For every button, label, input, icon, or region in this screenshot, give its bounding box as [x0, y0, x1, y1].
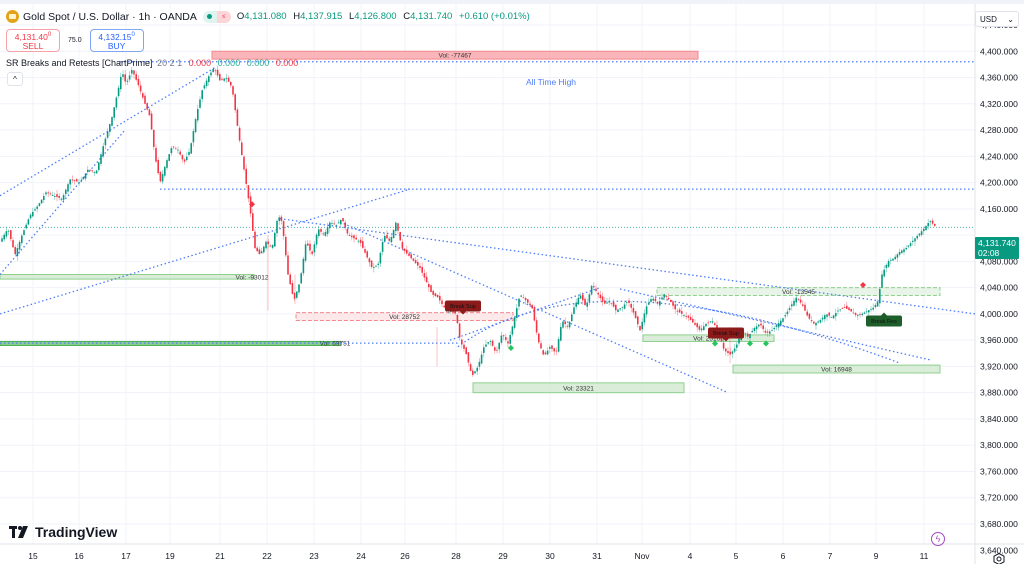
svg-text:Vol: 16948: Vol: 16948 — [821, 367, 852, 374]
sell-button[interactable]: 4,131.400 SELL — [6, 29, 60, 52]
currency-selector[interactable]: USD ⌄ — [975, 11, 1019, 27]
svg-text:22: 22 — [262, 551, 272, 561]
svg-text:17: 17 — [121, 551, 131, 561]
svg-text:5: 5 — [734, 551, 739, 561]
svg-text:4,160.000: 4,160.000 — [980, 204, 1018, 214]
svg-text:15: 15 — [28, 551, 38, 561]
ohlc-values: O4,131.080 H4,137.915 L4,126.800 C4,131.… — [237, 11, 530, 22]
indicator-params: 20 2 1 — [157, 58, 183, 68]
svg-text:Break Sup: Break Sup — [450, 304, 476, 310]
svg-text:19: 19 — [165, 551, 175, 561]
svg-text:16: 16 — [74, 551, 84, 561]
indicator-legend[interactable]: SR Breaks and Retests [ChartPrime] 20 2 … — [6, 58, 298, 68]
svg-text:21: 21 — [215, 551, 225, 561]
svg-text:Vol: -77467: Vol: -77467 — [439, 53, 472, 60]
change-value: +0.610 (+0.01%) — [458, 11, 530, 22]
svg-text:3,880.000: 3,880.000 — [980, 388, 1018, 398]
tradingview-logo[interactable]: TradingView — [9, 524, 117, 540]
chevron-down-icon: ⌄ — [1007, 14, 1014, 24]
svg-text:3,920.000: 3,920.000 — [980, 361, 1018, 371]
chevron-up-icon: ^ — [13, 74, 17, 84]
settings-icon[interactable] — [993, 553, 1005, 564]
low-value: 4,126.800 — [354, 11, 397, 22]
svg-text:26: 26 — [400, 551, 410, 561]
lightning-icon[interactable]: ϟ — [931, 532, 945, 546]
svg-text:Vol: 28752: Vol: 28752 — [389, 314, 420, 321]
market-closed-icon: ≤ — [216, 10, 231, 23]
indicator-value-2: 0.000 — [217, 58, 241, 68]
svg-text:Vol: 25160: Vol: 25160 — [693, 336, 724, 343]
svg-text:3,800.000: 3,800.000 — [980, 440, 1018, 450]
svg-text:3,760.000: 3,760.000 — [980, 466, 1018, 476]
indicator-value-1: 0.000 — [188, 58, 212, 68]
low-label: L — [348, 11, 355, 22]
sell-label: SELL — [22, 41, 44, 52]
market-open-icon — [202, 10, 217, 23]
svg-text:4: 4 — [688, 551, 693, 561]
high-label: H — [293, 11, 301, 22]
indicator-value-4: 0.000 — [275, 58, 299, 68]
high-value: 4,137.915 — [300, 11, 343, 22]
bar-countdown: 02:08 — [978, 248, 1000, 258]
svg-text:9: 9 — [874, 551, 879, 561]
buy-label: BUY — [107, 41, 126, 52]
svg-text:3,960.000: 3,960.000 — [980, 335, 1018, 345]
open-value: 4,131.080 — [244, 11, 287, 22]
indicator-value-3: 0.000 — [246, 58, 270, 68]
svg-text:24: 24 — [356, 551, 366, 561]
svg-text:Vol: 69751: Vol: 69751 — [320, 341, 351, 348]
svg-text:Vol: -13545: Vol: -13545 — [782, 289, 815, 296]
svg-text:Vol: 23321: Vol: 23321 — [563, 385, 594, 392]
candles — [1, 65, 936, 377]
svg-text:4,000.000: 4,000.000 — [980, 309, 1018, 319]
symbol-title[interactable]: Gold Spot / U.S. Dollar · 1h · OANDA — [23, 10, 197, 23]
market-status-pill[interactable]: ≤ — [202, 10, 231, 23]
svg-text:6: 6 — [781, 551, 786, 561]
svg-text:4,040.000: 4,040.000 — [980, 283, 1018, 293]
svg-text:11: 11 — [920, 551, 929, 561]
svg-text:4,320.000: 4,320.000 — [980, 99, 1018, 109]
tradingview-logo-icon — [9, 526, 31, 538]
svg-text:7: 7 — [828, 551, 833, 561]
svg-text:28: 28 — [451, 551, 461, 561]
svg-text:Vol: -93012: Vol: -93012 — [236, 274, 269, 281]
svg-text:3,720.000: 3,720.000 — [980, 493, 1018, 503]
open-label: O — [236, 11, 245, 22]
svg-text:All Time High: All Time High — [526, 77, 576, 87]
close-value: 4,131.740 — [410, 11, 453, 22]
buy-price: 4,132.150 — [98, 31, 135, 42]
svg-text:Nov: Nov — [634, 551, 650, 561]
tradingview-wordmark: TradingView — [35, 524, 118, 540]
svg-text:4,280.000: 4,280.000 — [980, 125, 1018, 135]
svg-text:3,680.000: 3,680.000 — [980, 519, 1018, 529]
svg-text:4,200.000: 4,200.000 — [980, 178, 1018, 188]
svg-text:4,240.000: 4,240.000 — [980, 151, 1018, 161]
svg-text:3,640.000: 3,640.000 — [980, 545, 1018, 555]
svg-text:4,400.000: 4,400.000 — [980, 46, 1018, 56]
collapse-legend-button[interactable]: ^ — [7, 72, 23, 86]
sell-price: 4,131.400 — [14, 31, 52, 42]
svg-text:4,360.000: 4,360.000 — [980, 73, 1018, 83]
svg-text:30: 30 — [545, 551, 555, 561]
svg-text:3,840.000: 3,840.000 — [980, 414, 1018, 424]
gold-symbol-icon — [6, 10, 19, 23]
svg-text:31: 31 — [592, 551, 602, 561]
symbol-header: Gold Spot / U.S. Dollar · 1h · OANDA ≤ O… — [6, 10, 530, 23]
svg-text:29: 29 — [498, 551, 508, 561]
last-price-value: 4,131.740 — [978, 238, 1016, 248]
buy-button[interactable]: 4,132.150 BUY — [89, 29, 144, 52]
currency-value: USD — [980, 14, 997, 24]
svg-text:Break Sup: Break Sup — [713, 331, 739, 337]
trade-panel: 4,131.400 SELL 75.0 4,132.150 BUY — [6, 29, 144, 52]
last-price-badge: 4,131.740 02:08 — [975, 237, 1019, 259]
price-chart-canvas[interactable]: 4,440.0004,400.0004,360.0004,320.0004,28… — [0, 4, 1024, 564]
svg-text:23: 23 — [309, 551, 319, 561]
indicator-name: SR Breaks and Retests [ChartPrime] — [6, 58, 153, 68]
spread-value: 75.0 — [68, 37, 82, 44]
svg-text:Break Res: Break Res — [871, 319, 897, 325]
svg-text:4,080.000: 4,080.000 — [980, 256, 1018, 266]
close-label: C — [403, 11, 411, 22]
